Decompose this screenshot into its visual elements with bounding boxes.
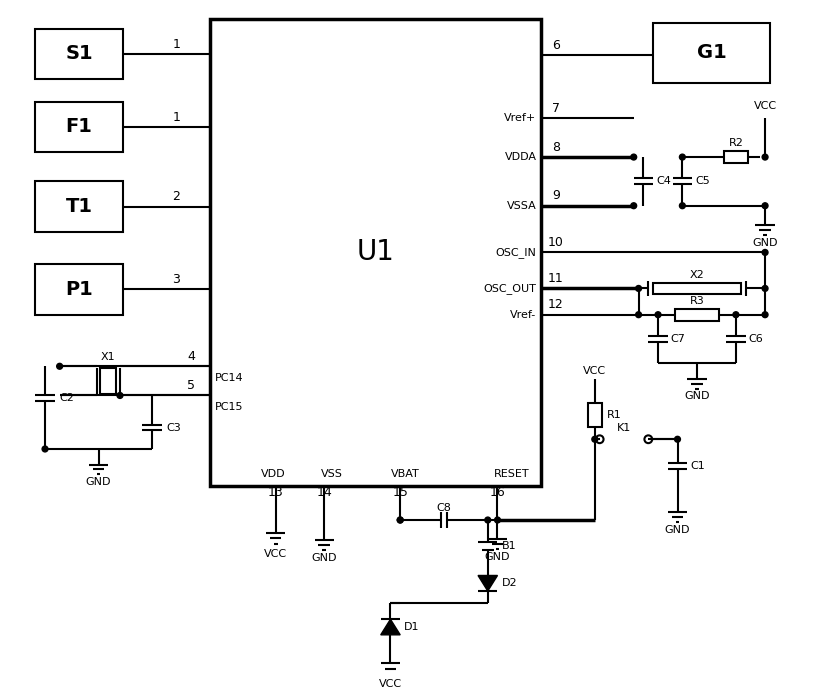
- Text: GND: GND: [752, 237, 778, 248]
- Text: 14: 14: [317, 486, 332, 499]
- Text: 13: 13: [268, 486, 283, 499]
- Text: B1: B1: [501, 541, 516, 551]
- Text: GND: GND: [485, 552, 510, 562]
- Bar: [653, 283, 741, 294]
- Text: 16: 16: [489, 486, 505, 499]
- Text: GND: GND: [85, 477, 112, 487]
- Text: C1: C1: [690, 461, 705, 471]
- Text: R2: R2: [729, 138, 743, 149]
- Text: P1: P1: [65, 280, 93, 299]
- Bar: [588, 402, 602, 427]
- Circle shape: [592, 436, 597, 442]
- Text: 7: 7: [552, 102, 560, 115]
- Text: VBAT: VBAT: [391, 469, 419, 480]
- Bar: [35, 102, 123, 152]
- Circle shape: [636, 312, 641, 318]
- Text: Vref+: Vref+: [504, 113, 536, 123]
- Text: 10: 10: [548, 236, 564, 249]
- Circle shape: [733, 312, 739, 318]
- Circle shape: [42, 446, 48, 452]
- Circle shape: [680, 154, 685, 160]
- Text: 2: 2: [173, 191, 181, 204]
- Circle shape: [636, 286, 641, 291]
- Text: C3: C3: [167, 422, 182, 433]
- Text: VCC: VCC: [379, 680, 402, 688]
- Circle shape: [675, 436, 681, 442]
- Text: X2: X2: [689, 270, 704, 280]
- Text: GND: GND: [312, 553, 337, 563]
- Text: 12: 12: [548, 299, 564, 312]
- Text: C5: C5: [695, 176, 710, 186]
- Bar: [35, 182, 123, 232]
- Circle shape: [495, 517, 501, 523]
- Text: VCC: VCC: [754, 101, 777, 111]
- Text: 3: 3: [173, 273, 181, 286]
- Text: C8: C8: [436, 504, 452, 513]
- Text: D1: D1: [404, 622, 419, 632]
- Circle shape: [762, 286, 768, 291]
- Text: T1: T1: [66, 197, 93, 216]
- Text: 11: 11: [548, 272, 564, 286]
- Text: OSC_OUT: OSC_OUT: [484, 283, 536, 294]
- Text: 6: 6: [552, 39, 560, 52]
- Text: C4: C4: [656, 176, 671, 186]
- Text: VDD: VDD: [261, 469, 286, 480]
- Text: VDDA: VDDA: [505, 152, 536, 162]
- Bar: [653, 23, 770, 83]
- Text: PC15: PC15: [216, 402, 244, 412]
- Text: Vref-: Vref-: [510, 310, 536, 320]
- Text: 9: 9: [552, 189, 560, 202]
- Text: K1: K1: [617, 422, 631, 433]
- Circle shape: [655, 312, 661, 318]
- Text: U1: U1: [357, 239, 395, 266]
- Text: C2: C2: [59, 394, 75, 403]
- Text: D2: D2: [501, 578, 517, 588]
- Circle shape: [762, 312, 768, 318]
- Bar: [675, 309, 719, 321]
- Text: OSC_IN: OSC_IN: [496, 247, 536, 258]
- Text: 15: 15: [392, 486, 408, 499]
- Text: 4: 4: [187, 350, 195, 363]
- Circle shape: [762, 203, 768, 208]
- Text: F1: F1: [66, 118, 93, 136]
- Text: RESET: RESET: [494, 469, 530, 480]
- Text: GND: GND: [665, 525, 690, 535]
- Polygon shape: [478, 575, 497, 591]
- Text: R3: R3: [689, 296, 704, 306]
- Text: VSS: VSS: [322, 469, 343, 480]
- Circle shape: [680, 203, 685, 208]
- Bar: [724, 151, 748, 163]
- Text: R1: R1: [606, 410, 621, 420]
- Text: C6: C6: [749, 334, 764, 344]
- Bar: [211, 19, 541, 486]
- Text: VSSA: VSSA: [506, 201, 536, 211]
- Circle shape: [117, 393, 123, 398]
- Text: S1: S1: [65, 45, 93, 63]
- Bar: [35, 29, 123, 79]
- Circle shape: [57, 363, 63, 369]
- Text: VCC: VCC: [584, 366, 606, 376]
- Bar: [35, 264, 123, 314]
- Text: G1: G1: [697, 43, 726, 63]
- Text: VCC: VCC: [264, 549, 287, 559]
- Polygon shape: [381, 619, 400, 635]
- Text: 1: 1: [173, 38, 181, 51]
- Circle shape: [631, 203, 637, 208]
- Circle shape: [397, 517, 403, 523]
- Text: GND: GND: [685, 391, 710, 401]
- Circle shape: [485, 517, 491, 523]
- Text: C7: C7: [671, 334, 685, 344]
- Circle shape: [762, 250, 768, 255]
- Circle shape: [397, 517, 403, 523]
- Text: X1: X1: [101, 352, 116, 361]
- Bar: [100, 368, 116, 394]
- Text: 8: 8: [552, 141, 560, 154]
- Circle shape: [762, 154, 768, 160]
- Text: 1: 1: [173, 111, 181, 124]
- Text: PC14: PC14: [216, 373, 244, 383]
- Circle shape: [631, 154, 637, 160]
- Text: 5: 5: [187, 379, 195, 392]
